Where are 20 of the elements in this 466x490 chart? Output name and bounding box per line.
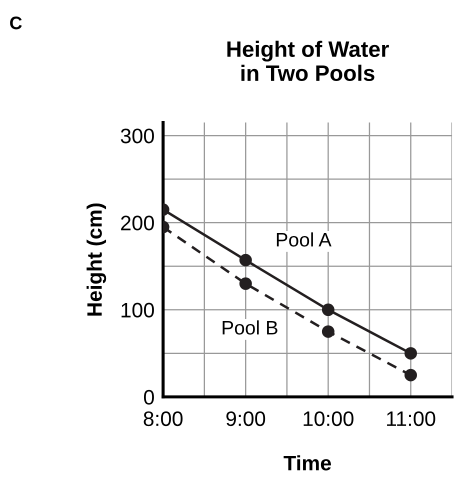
point xyxy=(404,347,417,360)
y-tick-label: 300 xyxy=(120,128,154,144)
series-label: Pool A xyxy=(276,232,332,247)
x-tick-label: 10:00 xyxy=(304,411,354,426)
x-tick-label: 11:00 xyxy=(387,411,436,426)
chart-title: Height of Water in Two Pools xyxy=(227,40,389,82)
x-axis-title: Time xyxy=(284,455,331,471)
series-label: Pool B xyxy=(222,320,278,335)
text: C xyxy=(10,16,22,30)
y-tick-label: 0 xyxy=(144,390,154,405)
point xyxy=(239,254,252,266)
point xyxy=(322,304,334,316)
y-tick-label: 100 xyxy=(122,302,154,318)
y-axis-title: Height (cm) xyxy=(86,203,106,316)
x-tick-label: 8:00 xyxy=(144,411,183,426)
point xyxy=(322,325,334,338)
point xyxy=(239,277,252,290)
point xyxy=(404,368,417,382)
y-tick-label: 200 xyxy=(121,216,154,230)
x-tick-label: 9:00 xyxy=(226,411,266,426)
